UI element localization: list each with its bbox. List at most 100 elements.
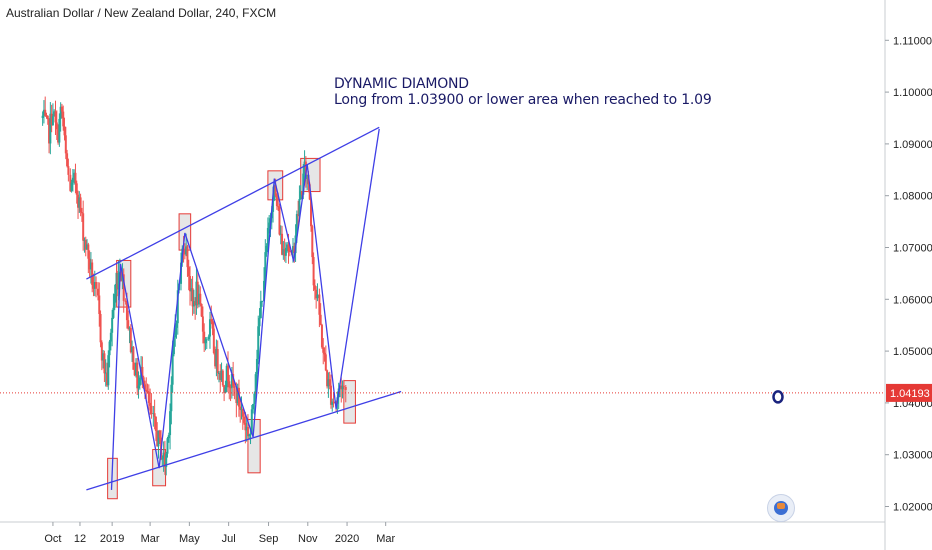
candle-body — [329, 385, 332, 405]
candle-body — [133, 369, 136, 376]
y-tick-label: 1.08000 — [893, 191, 932, 203]
candle-body — [196, 281, 199, 305]
candle-body — [82, 213, 85, 241]
candle-body — [44, 109, 47, 116]
candle-body — [261, 301, 264, 303]
candle-body — [310, 199, 313, 227]
candle-body — [165, 453, 168, 468]
candle-body — [272, 200, 275, 212]
chart-title: Australian Dollar / New Zealand Dollar, … — [6, 6, 277, 20]
candle-body — [248, 434, 251, 437]
candle-body — [275, 195, 278, 207]
candle-body — [291, 246, 294, 253]
candle-body — [195, 281, 198, 306]
candle-body — [259, 301, 262, 319]
candle-body — [235, 387, 238, 404]
candle-body — [257, 326, 260, 359]
candle-body — [277, 206, 280, 208]
broker-logo-icon[interactable] — [767, 494, 795, 522]
candle-body — [311, 226, 314, 258]
candle-body — [185, 246, 188, 255]
candle-body — [241, 409, 244, 417]
annotation-title: DYNAMIC DIAMOND — [334, 76, 469, 92]
diamond-zigzag-line[interactable] — [110, 128, 380, 490]
candle-body — [78, 197, 81, 208]
candle-body — [215, 349, 218, 367]
candle-body — [236, 387, 239, 404]
candle-body — [250, 409, 253, 434]
y-tick-label: 1.02000 — [893, 502, 932, 514]
candle-body — [87, 244, 90, 259]
candle-body — [187, 267, 190, 277]
candle-body — [316, 294, 319, 299]
candle-body — [138, 377, 141, 386]
x-tick-label: Nov — [298, 533, 318, 545]
candle-body — [89, 262, 92, 270]
candle-body — [320, 324, 323, 348]
candle-body — [312, 257, 315, 286]
candle-body — [124, 300, 127, 302]
candle-body — [143, 384, 146, 390]
candle-body — [156, 430, 159, 447]
candle-body — [108, 341, 111, 356]
candle-body — [141, 366, 144, 378]
candle-body — [315, 289, 318, 299]
candle-body — [205, 339, 208, 341]
candle-body — [249, 433, 252, 435]
candle-body — [245, 426, 248, 431]
candle-body — [214, 352, 217, 367]
candle-body — [284, 247, 287, 256]
candle-body — [158, 430, 161, 438]
candle-body — [192, 301, 195, 307]
candle-body — [169, 411, 172, 436]
candle-body — [77, 194, 80, 208]
candle-body — [240, 409, 243, 411]
pivot-box[interactable] — [343, 380, 356, 424]
candle-body — [239, 406, 242, 410]
candle-body — [64, 135, 67, 154]
candle-body — [303, 161, 306, 174]
candle-body — [326, 370, 329, 387]
candle-body — [154, 416, 157, 431]
candle-body — [163, 452, 166, 468]
candle-body — [113, 294, 116, 308]
candle-body — [74, 172, 77, 184]
candle-body — [120, 271, 123, 281]
candle-body — [216, 349, 219, 374]
x-tick-label: May — [179, 533, 200, 545]
lower-trendline[interactable] — [86, 390, 402, 491]
candle-body — [191, 288, 194, 307]
upper-trendline[interactable] — [86, 126, 380, 280]
candle-body — [137, 385, 140, 389]
candle-body — [84, 239, 87, 250]
candle-body — [116, 283, 119, 290]
candle-body — [342, 385, 345, 388]
candle-body — [308, 184, 311, 200]
candle-body — [224, 387, 227, 393]
candle-body — [142, 377, 145, 385]
price-marker-icon[interactable] — [772, 390, 784, 404]
candle-body — [63, 126, 66, 136]
candle-body — [219, 372, 222, 381]
candle-body — [152, 413, 155, 415]
candle-body — [134, 362, 137, 376]
candle-body — [98, 295, 101, 315]
y-tick-label: 1.07000 — [893, 243, 932, 255]
candle-body — [283, 249, 286, 256]
candle-body — [286, 244, 289, 248]
candle-body — [186, 246, 189, 268]
candle-body — [157, 430, 160, 447]
candle-body — [53, 111, 56, 117]
candle-body — [161, 458, 164, 460]
candle-body — [268, 222, 271, 228]
candle-body — [212, 328, 215, 353]
candle-body — [266, 227, 269, 246]
candle-body — [162, 452, 165, 459]
candle-body — [73, 172, 76, 178]
candle-body — [318, 294, 321, 315]
y-tick-label: 1.10000 — [893, 87, 932, 99]
candle-body — [204, 339, 207, 344]
candle-body — [263, 280, 266, 302]
